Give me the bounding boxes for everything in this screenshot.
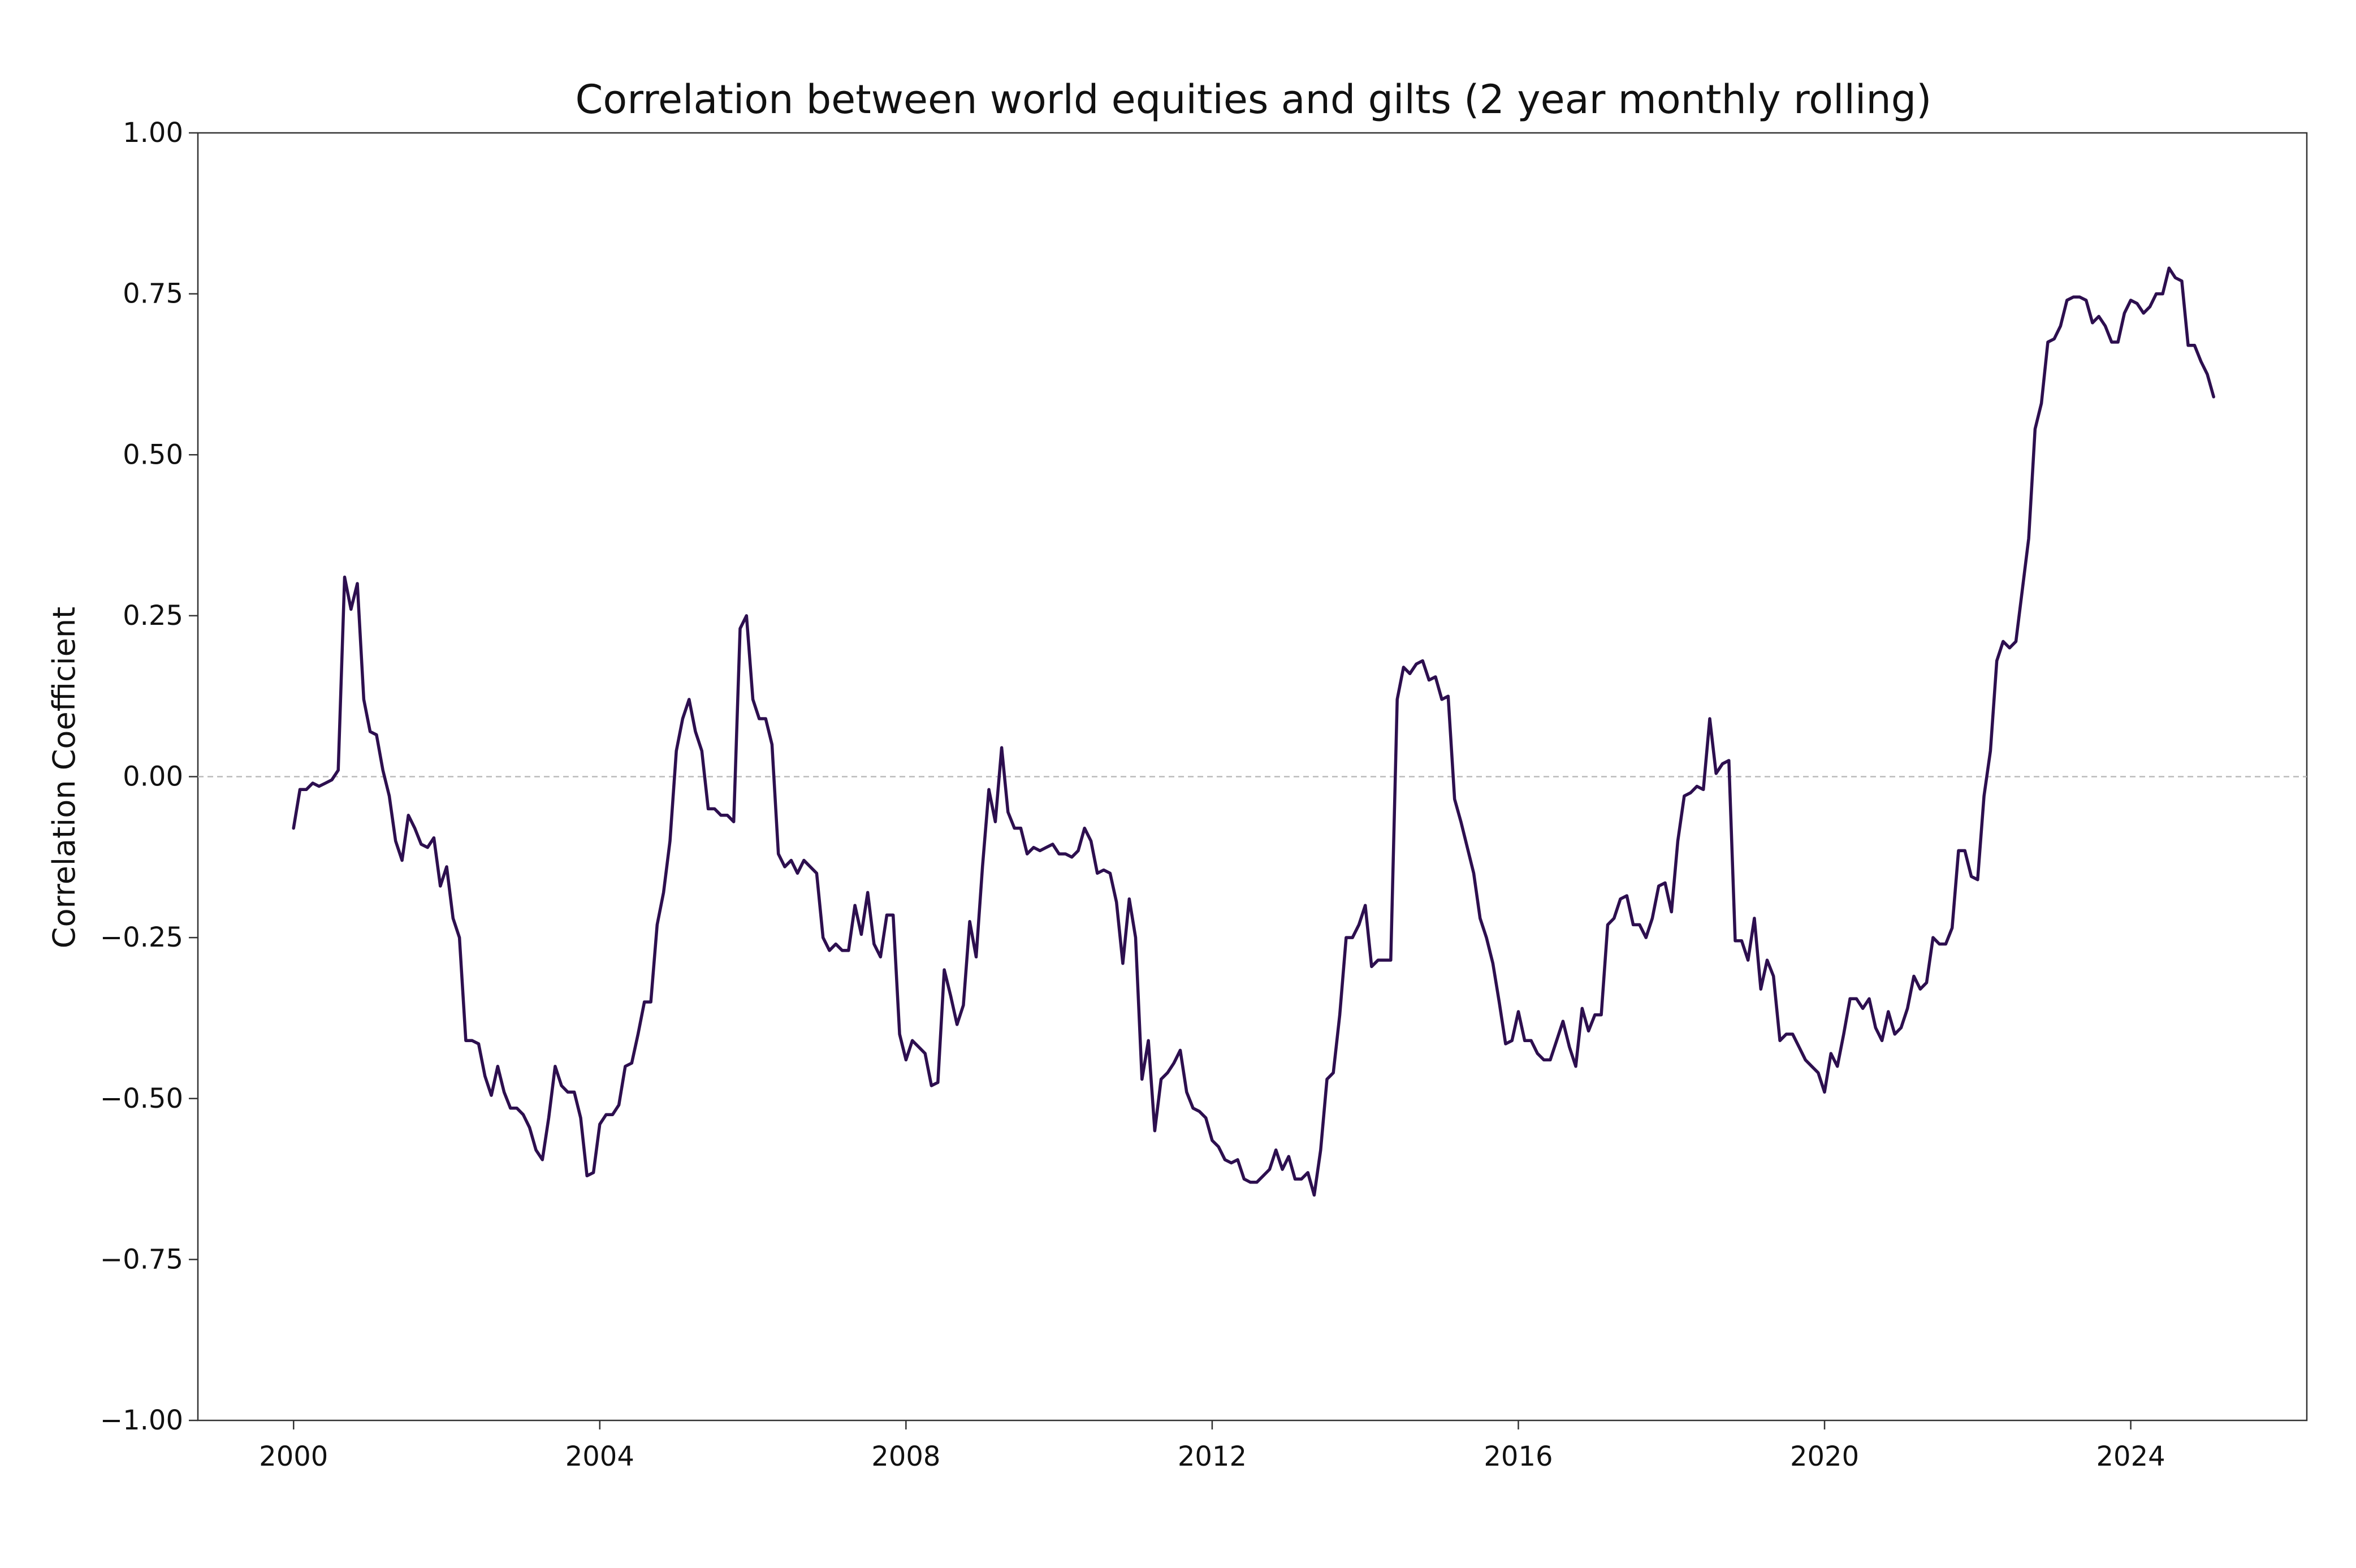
x-tick-label: 2012: [1178, 1441, 1247, 1472]
y-tick-label: −0.50: [100, 1083, 183, 1115]
y-tick-label: 1.00: [123, 117, 183, 149]
x-tick-label: 2016: [1484, 1441, 1553, 1472]
x-tick-label: 2000: [259, 1441, 328, 1472]
y-tick-label: −1.00: [100, 1405, 183, 1436]
y-tick-label: 0.25: [123, 600, 183, 632]
x-tick-label: 2004: [565, 1441, 634, 1472]
y-tick-label: 0.00: [123, 761, 183, 793]
y-tick-label: −0.75: [100, 1243, 183, 1275]
chart-title: Correlation between world equities and g…: [576, 76, 1932, 123]
x-tick-label: 2024: [2096, 1441, 2165, 1472]
y-tick-label: 0.50: [123, 439, 183, 470]
y-tick-label: −0.25: [100, 922, 183, 953]
x-tick-label: 2008: [871, 1441, 940, 1472]
y-axis-label: Correlation Coefficient: [46, 607, 82, 948]
correlation-series-line: [292, 266, 2215, 1197]
plot-area: −1.00 −0.75 −0.50 −0.25 0.00 0.25 0.50 0.75 1.00…: [100, 117, 2308, 1472]
x-tick-label: 2020: [1790, 1441, 1859, 1472]
y-tick-label: 0.75: [123, 278, 183, 310]
